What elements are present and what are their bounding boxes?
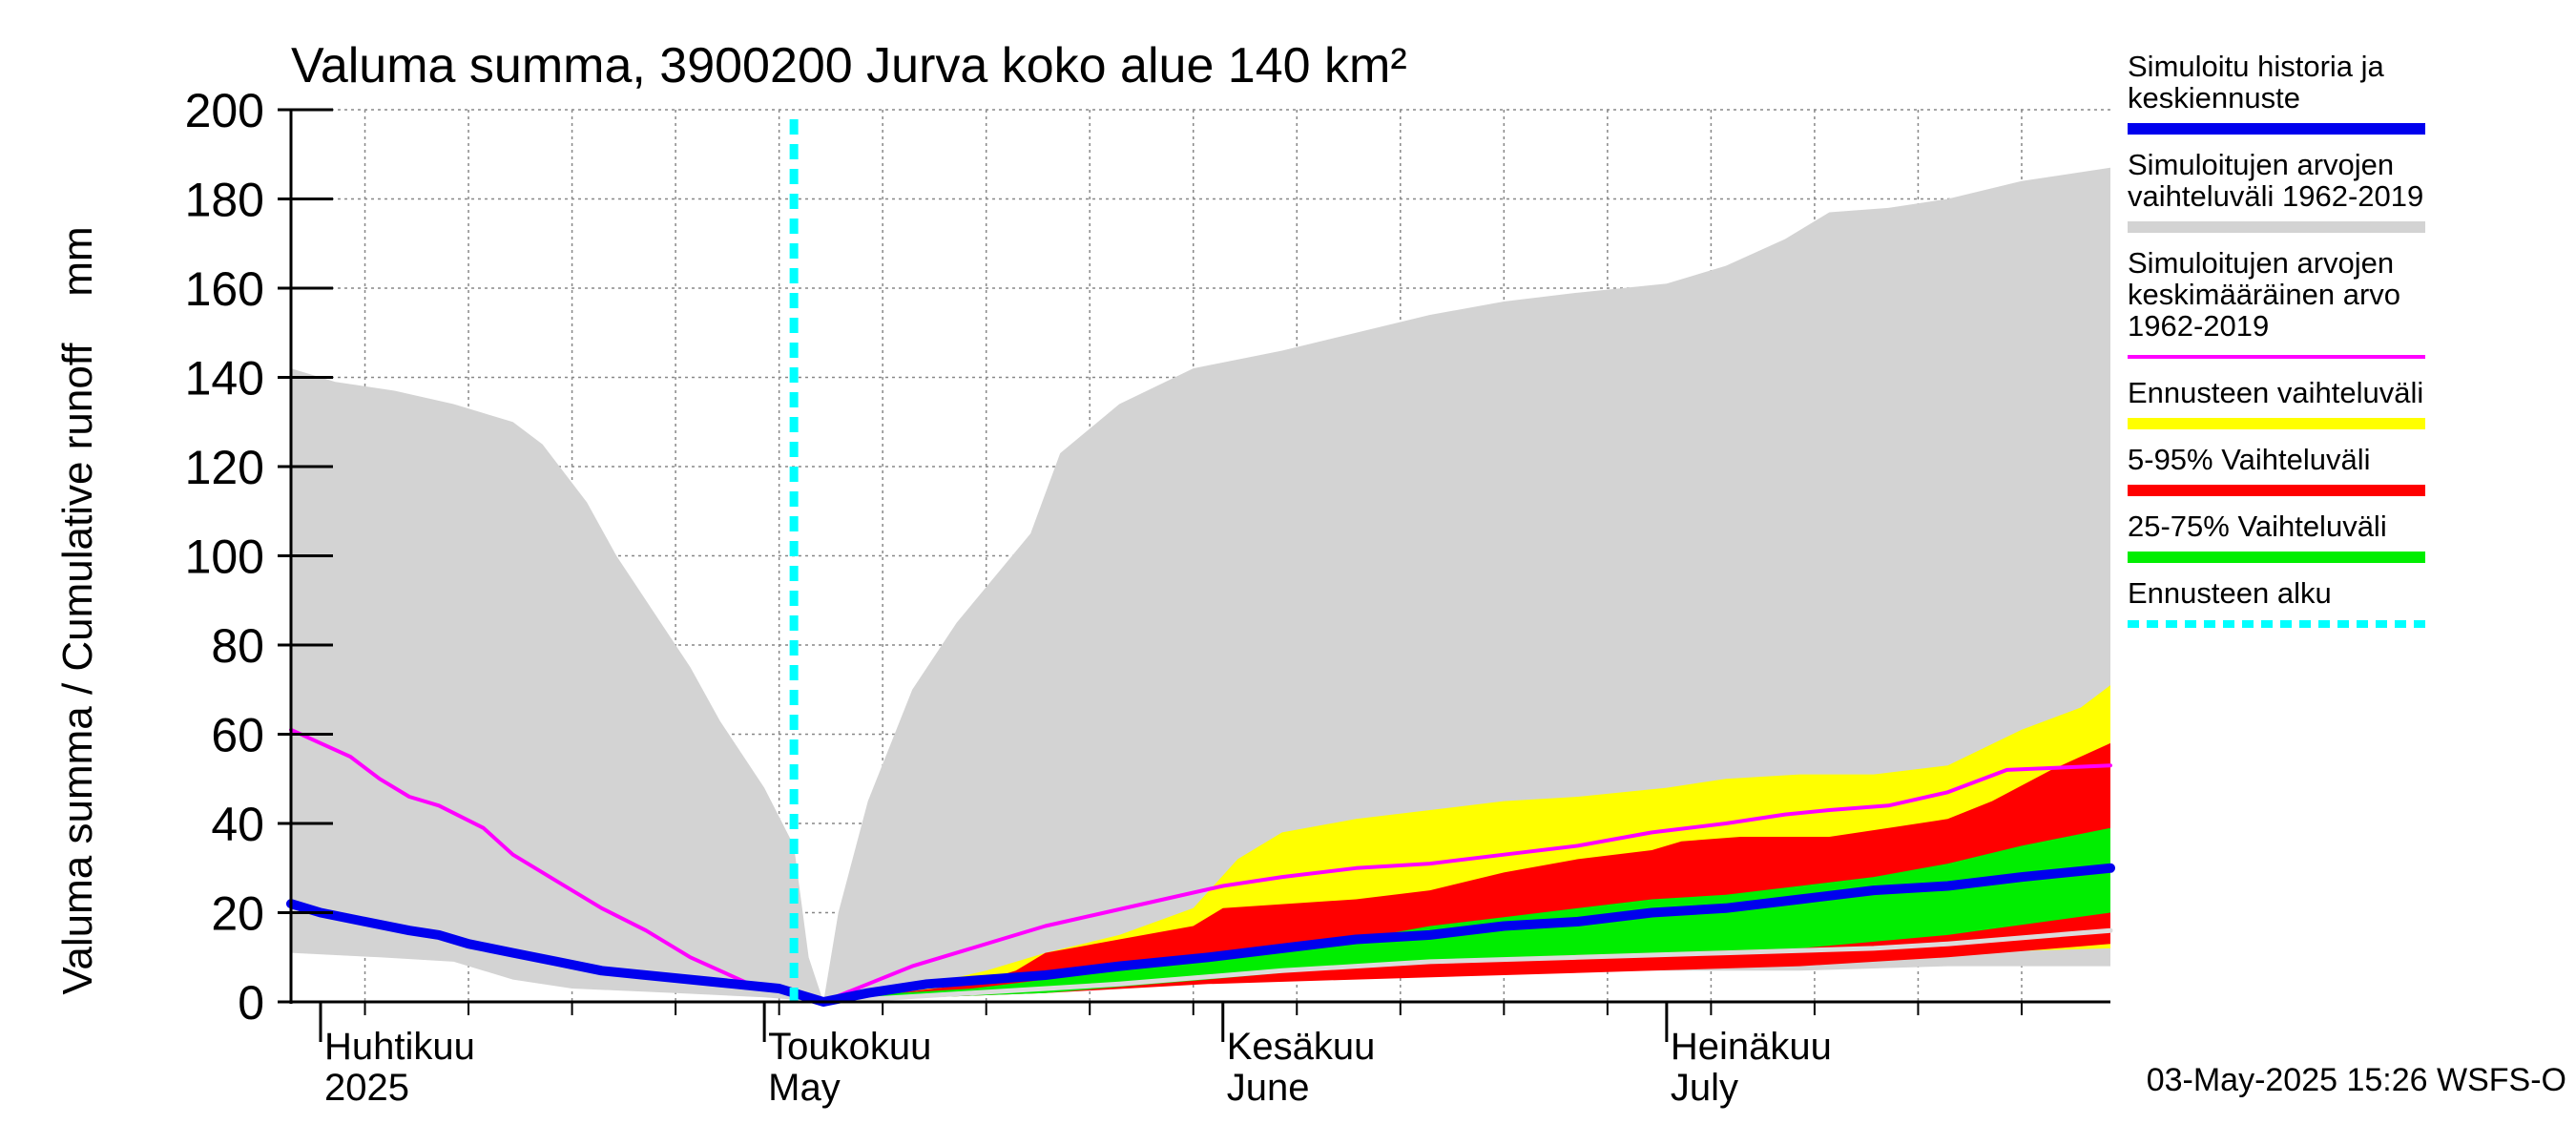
x-month-label-en: June <box>1227 1067 1310 1109</box>
legend-label: Ennusteen vaihteluväli <box>2128 376 2423 409</box>
series-lines <box>286 119 2115 1007</box>
x-month-label-en: May <box>768 1067 841 1109</box>
chart-title: Valuma summa, 3900200 Jurva koko alue 14… <box>291 38 1407 94</box>
history-forecast-line <box>286 863 2115 1007</box>
x-month-label: Toukokuu <box>768 1026 931 1068</box>
y-tick-label: 180 <box>185 174 264 227</box>
y-tick-label: 80 <box>211 619 264 673</box>
legend-label: 25-75% Vaihteluväli <box>2128 510 2387 543</box>
legend-label: vaihteluväli 1962-2019 <box>2128 179 2423 213</box>
p25-75-area <box>823 827 2110 1002</box>
mean-line <box>289 727 2112 1004</box>
y-tick-label: 100 <box>185 531 264 584</box>
x-month-label-en: July <box>1671 1067 1738 1109</box>
x-month-label: Kesäkuu <box>1227 1026 1376 1068</box>
x-month-label: Huhtikuu <box>324 1026 475 1068</box>
legend-label: 5-95% Vaihteluväli <box>2128 443 2370 476</box>
y-tick-label: 160 <box>185 262 264 316</box>
y-axis-label: Valuma summa / Cumulative runoff mm <box>54 226 101 994</box>
x-month-label-en: 2025 <box>324 1067 409 1109</box>
y-tick-label: 0 <box>238 976 264 1030</box>
timestamp-footer: 03-May-2025 15:26 WSFS-O <box>2147 1062 2566 1098</box>
y-tick-label: 20 <box>211 887 264 941</box>
y-tick-label: 140 <box>185 352 264 406</box>
y-tick-label: 120 <box>185 441 264 494</box>
y-tick-label: 200 <box>185 84 264 137</box>
legend-label: keskimääräinen arvo <box>2128 278 2400 311</box>
legend-label: keskiennuste <box>2128 81 2300 114</box>
series-areas <box>291 167 2110 1003</box>
legend-label: 1962-2019 <box>2128 309 2269 343</box>
legend-label: Ennusteen alku <box>2128 576 2332 610</box>
legend-label: Simuloitujen arvojen <box>2128 246 2394 280</box>
forecast-median-light-line <box>821 927 2113 1005</box>
x-month-label: Heinäkuu <box>1671 1026 1832 1068</box>
legend-label: Simuloitujen arvojen <box>2128 148 2394 181</box>
y-tick-label: 60 <box>211 709 264 762</box>
y-tick-label: 40 <box>211 798 264 851</box>
legend-label: Simuloitu historia ja <box>2128 50 2385 83</box>
